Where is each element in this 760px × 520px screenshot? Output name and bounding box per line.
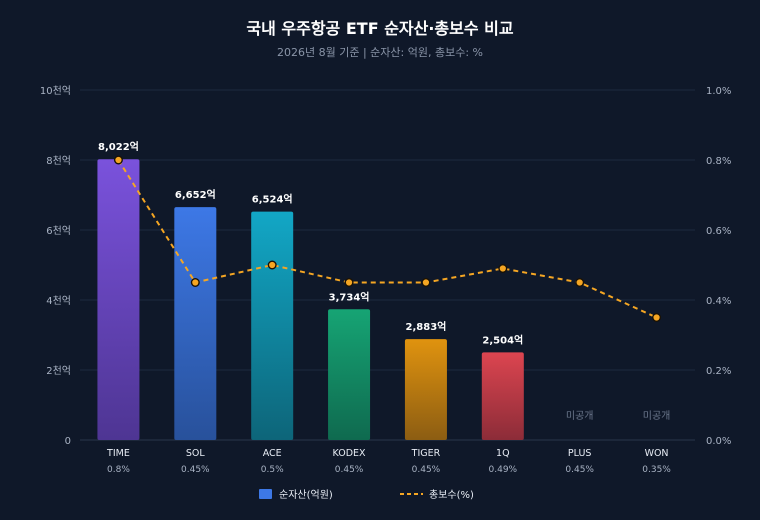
y-right-tick-label: 0.6%	[706, 226, 731, 237]
legend-label-line: 총보수(%)	[429, 489, 474, 501]
fee-point	[498, 264, 508, 274]
bar-time	[97, 159, 140, 441]
line-series	[113, 155, 662, 323]
fee-point	[575, 278, 585, 288]
undisclosed-label: 미공개	[643, 410, 671, 422]
x-fee-sublabel: 0.45%	[335, 465, 364, 475]
y-right-tick-label: 0.2%	[706, 366, 731, 377]
bar-sol	[174, 207, 217, 440]
x-category-label: ACE	[263, 448, 282, 459]
fee-point	[652, 313, 662, 323]
fee-point	[344, 278, 354, 288]
x-fee-sublabel: 0.8%	[107, 465, 130, 475]
fee-point	[267, 260, 277, 270]
bar-value-label: 6,524억	[252, 194, 293, 206]
y-axis-right: 0.0% 0.2% 0.4% 0.6% 0.8% 1.0%	[706, 86, 731, 447]
bar-value-label: 3,734억	[329, 291, 370, 303]
legend: 순자산(억원) 총보수(%)	[259, 489, 474, 501]
bar-value-label: 6,652억	[175, 189, 216, 201]
chart-subtitle: 2026년 8월 기준 | 순자산: 억원, 총보수: %	[277, 46, 483, 59]
fee-point	[113, 155, 123, 165]
grid-lines	[80, 89, 695, 441]
bar-tiger	[404, 339, 447, 440]
y-left-tick-label: 4천억	[46, 295, 71, 307]
x-fee-sublabel: 0.5%	[261, 465, 284, 475]
x-fee-sublabel: 0.45%	[412, 465, 441, 475]
x-category-label: KODEX	[333, 448, 367, 459]
y-right-tick-label: 0.0%	[706, 436, 731, 447]
bar-value-label: 2,504억	[482, 334, 523, 346]
x-fee-sublabel: 0.49%	[489, 465, 518, 475]
x-category-label: TIGER	[411, 448, 441, 459]
y-right-tick-label: 0.8%	[706, 156, 731, 167]
bar-value-label: 8,022억	[98, 141, 139, 153]
y-left-tick-label: 8천억	[46, 155, 71, 167]
chart-title: 국내 우주항공 ETF 순자산·총보수 비교	[246, 19, 513, 38]
y-left-tick-label: 2천억	[46, 365, 71, 377]
x-axis: TIME 0.8% SOL 0.45% ACE 0.5% KODEX 0.45% TIGER 0.…	[106, 448, 671, 475]
bar-ace	[251, 211, 294, 440]
y-right-tick-label: 0.4%	[706, 296, 731, 307]
legend-label-bar: 순자산(억원)	[279, 489, 333, 501]
y-left-tick-label: 0	[65, 436, 71, 447]
x-category-label: 1Q	[496, 448, 510, 459]
y-left-tick-label: 10천억	[40, 85, 71, 97]
y-right-tick-label: 1.0%	[706, 86, 731, 97]
x-fee-sublabel: 0.35%	[642, 465, 671, 475]
y-axis-left: 0 2천억 4천억 6천억 8천억 10천억	[40, 85, 71, 447]
x-category-label: WON	[645, 448, 669, 459]
bar-kodex	[328, 309, 371, 440]
legend-swatch-bar	[259, 489, 272, 499]
undisclosed-label: 미공개	[566, 410, 594, 422]
y-left-tick-label: 6천억	[46, 225, 71, 237]
fee-line	[117, 159, 657, 319]
x-fee-sublabel: 0.45%	[181, 465, 210, 475]
x-category-label: PLUS	[568, 448, 592, 459]
bar-value-label: 2,883억	[406, 321, 447, 333]
x-category-label: SOL	[186, 448, 206, 459]
fee-point	[190, 278, 200, 288]
fee-point	[421, 278, 431, 288]
bar-1q	[481, 352, 524, 440]
x-category-label: TIME	[106, 448, 130, 459]
x-fee-sublabel: 0.45%	[565, 465, 594, 475]
